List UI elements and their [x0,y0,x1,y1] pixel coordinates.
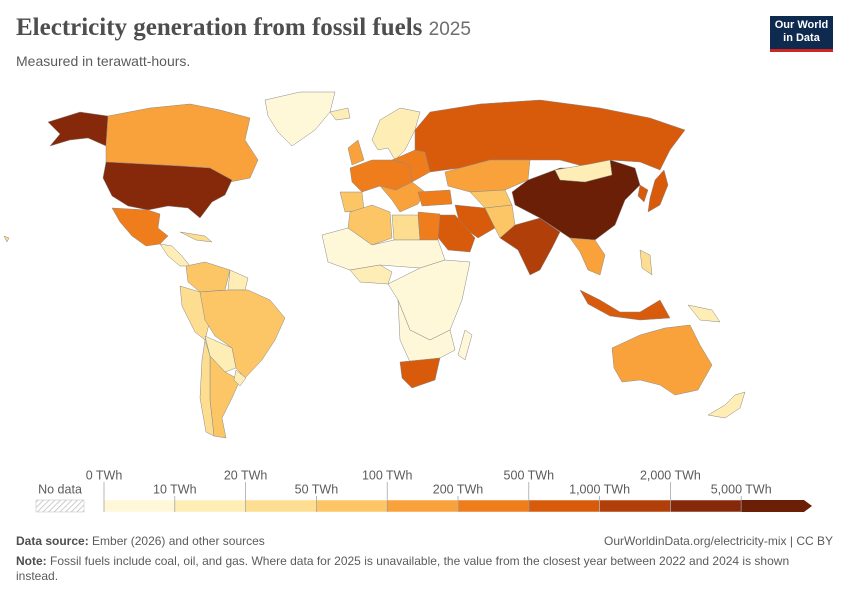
logo-line: in Data [783,32,820,44]
legend-tick-label: 0 TWh [86,468,123,482]
indonesia[interactable] [579,289,671,321]
logo-line: Our World [774,19,829,31]
legend-arrow [741,500,812,512]
uruguay[interactable] [233,369,247,387]
greenland[interactable] [264,91,336,147]
korea[interactable] [637,184,649,203]
legend-tick-label: 2,000 TWh [640,468,701,482]
legend-swatch [316,499,388,513]
southern-africa[interactable] [397,299,456,363]
papua[interactable] [687,304,721,323]
alaska[interactable] [47,111,109,147]
central-asia[interactable] [469,189,513,209]
usa[interactable] [102,161,233,219]
legend-tick-label: 200 TWh [433,482,484,496]
legend-swatch [599,499,671,513]
subtitle: Measured in terawatt-hours. [16,53,191,69]
legend-swatch [528,499,600,513]
iceland[interactable] [329,107,351,121]
source-text: Ember (2026) and other sources [92,534,265,548]
no-data-label: No data [38,482,82,496]
no-data-swatch [35,499,85,513]
brazil[interactable] [199,289,286,379]
legend-swatch [670,499,742,513]
hawaii[interactable] [3,235,10,243]
south-africa[interactable] [399,357,441,389]
mongolia[interactable] [554,159,613,183]
note: Note: Fossil fuels include coal, oil, an… [16,554,816,584]
new-zealand[interactable] [707,391,746,419]
year: 2025 [428,19,471,40]
scandinavia[interactable] [371,107,421,161]
caribbean[interactable] [179,231,213,243]
west-africa[interactable] [349,264,393,285]
legend-tick-label: 10 TWh [153,482,197,496]
turkey[interactable] [417,189,453,207]
legend-tick-label: 100 TWh [362,468,413,482]
legend-swatch [245,499,317,513]
uk[interactable] [347,139,365,166]
legend-tick-label: 50 TWh [295,482,339,496]
legend-tick-label: 5,000 TWh [711,482,772,496]
australia[interactable] [611,324,713,396]
legend-swatch [174,499,246,513]
russia[interactable] [414,99,686,173]
venezuela-colombia[interactable] [185,261,231,293]
map [3,91,746,439]
philippines[interactable] [639,249,653,276]
madagascar[interactable] [457,329,473,361]
note-text: Fossil fuels include coal, oil, and gas.… [16,554,790,583]
legend-tick-label: 20 TWh [224,468,268,482]
guianas[interactable] [227,269,249,291]
legend-tick-label: 1,000 TWh [569,482,630,496]
kazakhstan[interactable] [444,159,531,193]
source: Data source: Ember (2026) and other sour… [16,534,265,548]
legend-swatch [386,499,459,513]
central-america[interactable] [159,243,191,267]
libya[interactable] [391,214,421,241]
logo[interactable]: Our World in Data [770,16,833,52]
egypt[interactable] [417,211,441,241]
mexico[interactable] [111,207,169,247]
legend: 0 TWh 10 TWh 20 TWh 50 TWh 100 TWh 200 TWh 500… [86,468,812,513]
southeast-asia[interactable] [569,237,606,276]
note-label: Note: [16,554,47,568]
title: Electricity generation from fossil fuels… [16,14,471,42]
source-label: Data source: [16,534,89,548]
chile[interactable] [199,339,215,437]
legend-tick-label: 500 TWh [504,468,555,482]
title-text: Electricity generation from fossil fuels [16,14,423,41]
legend-swatch [103,499,176,513]
india[interactable] [499,217,561,276]
url[interactable]: OurWorldinData.org/electricity-mix | CC … [604,534,833,548]
japan[interactable] [647,169,669,213]
legend-swatch [457,499,530,513]
